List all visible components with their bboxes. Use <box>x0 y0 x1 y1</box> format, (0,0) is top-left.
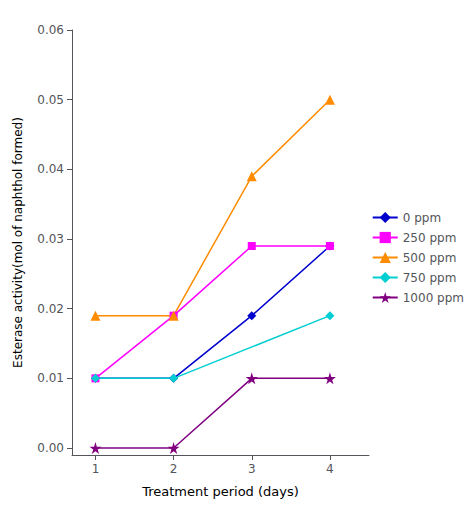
svg-text:Esterase activity(mol of napht: Esterase activity(mol of naphthol formed… <box>11 117 25 368</box>
svg-text:250 ppm: 250 ppm <box>403 231 457 245</box>
svg-text:0.06: 0.06 <box>37 23 64 37</box>
svg-text:0.00: 0.00 <box>37 441 64 455</box>
svg-text:0 ppm: 0 ppm <box>403 211 441 225</box>
svg-text:0.02: 0.02 <box>37 302 64 316</box>
svg-text:500 ppm: 500 ppm <box>403 251 457 265</box>
svg-text:750 ppm: 750 ppm <box>403 271 457 285</box>
svg-text:3: 3 <box>248 462 256 476</box>
svg-text:0.03: 0.03 <box>37 232 64 246</box>
svg-text:1000 ppm: 1000 ppm <box>403 291 464 305</box>
svg-text:1: 1 <box>92 462 100 476</box>
svg-text:0.05: 0.05 <box>37 93 64 107</box>
svg-text:0.04: 0.04 <box>37 162 64 176</box>
svg-text:0.01: 0.01 <box>37 371 64 385</box>
svg-text:4: 4 <box>326 462 334 476</box>
svg-text:2: 2 <box>170 462 178 476</box>
svg-text:Treatment period (days): Treatment period (days) <box>141 484 299 499</box>
